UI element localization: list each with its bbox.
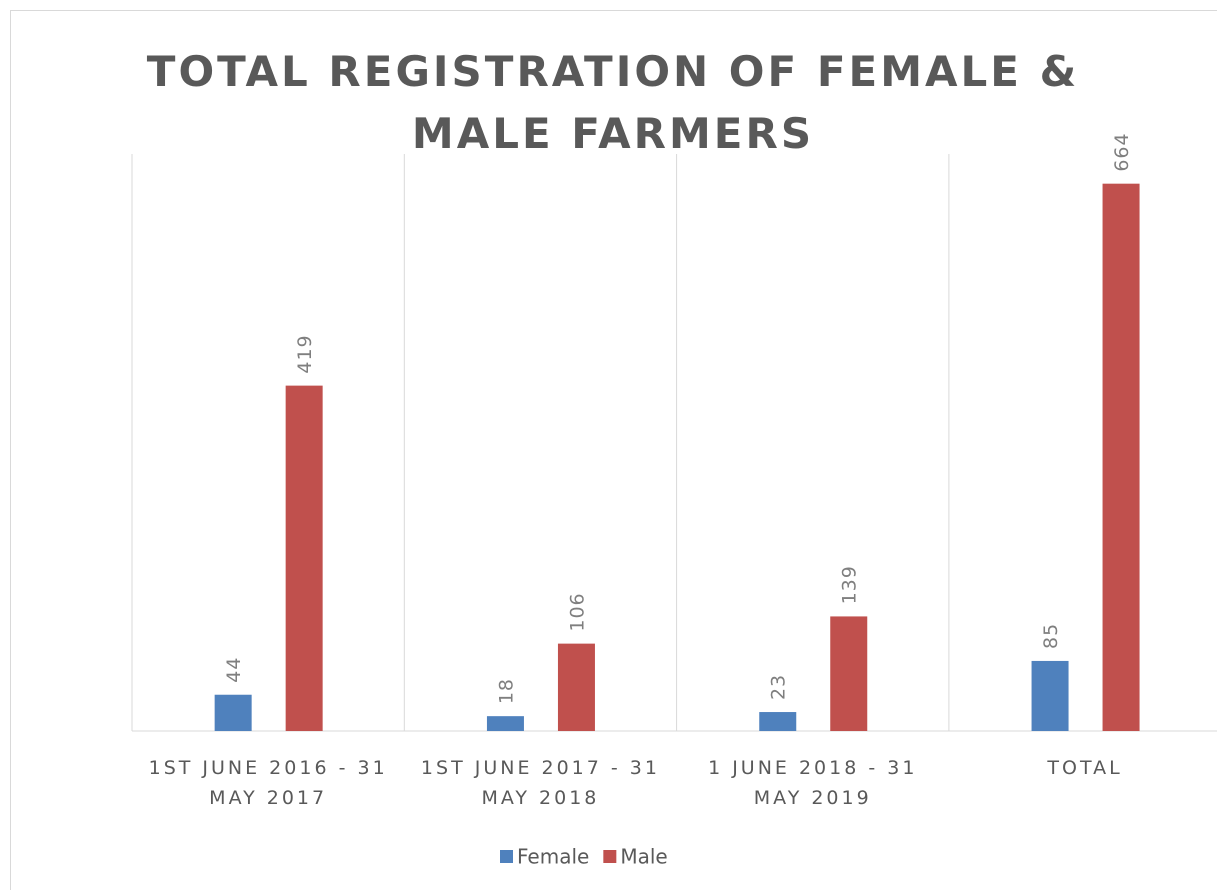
x-tick-label: 1ST JUNE 2017 - 31 MAY 2018	[420, 757, 660, 809]
legend-swatch	[500, 850, 513, 863]
x-tick-label: 1ST JUNE 2016 - 31 MAY 2017	[148, 757, 388, 809]
chart-title: MALE FARMERS	[412, 109, 814, 158]
data-label: 23	[768, 674, 790, 700]
data-label: 18	[495, 678, 517, 704]
data-label: 85	[1040, 623, 1062, 649]
bar	[486, 716, 524, 731]
legend-label: Male	[620, 845, 667, 869]
x-tick-label: TOTAL	[1047, 757, 1123, 779]
bar	[214, 694, 252, 731]
legend-swatch	[603, 850, 617, 863]
chart-title: TOTAL REGISTRATION OF FEMALE &	[147, 47, 1079, 96]
bar	[285, 385, 323, 731]
bar	[1102, 183, 1140, 731]
data-label: 106	[566, 592, 588, 631]
bar	[557, 643, 595, 731]
chart-frame	[10, 10, 1217, 890]
bar	[1031, 660, 1069, 731]
data-label: 664	[1111, 132, 1133, 171]
x-tick-label: 1 JUNE 2018 - 31 MAY 2019	[708, 757, 918, 809]
bar	[830, 616, 868, 731]
bar	[759, 712, 797, 731]
data-label: 139	[839, 565, 861, 604]
legend-label: Female	[517, 845, 589, 869]
data-label: 44	[223, 657, 245, 683]
data-label: 419	[294, 334, 316, 373]
